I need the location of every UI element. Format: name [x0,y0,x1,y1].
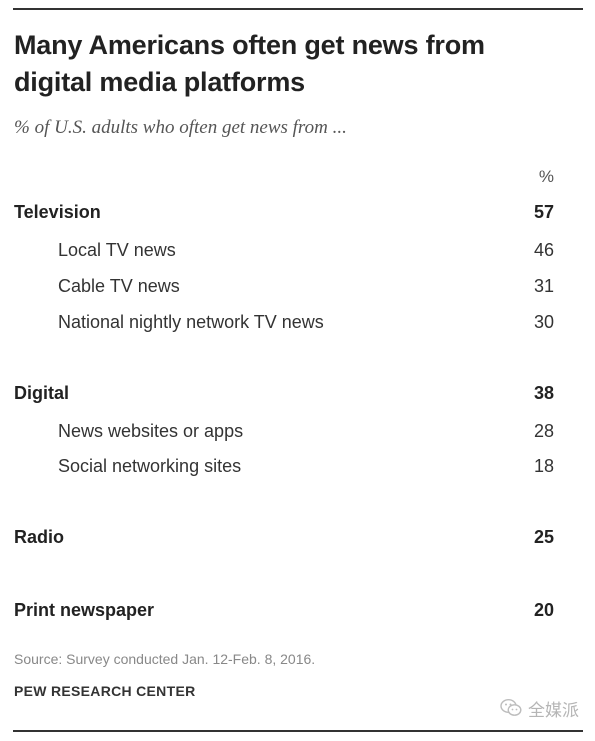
title-line-1: Many Americans often get news from [14,30,485,60]
row-value: 30 [533,312,554,332]
table-row: Local TV news 46 [0,237,595,263]
percent-column-header: % [538,167,554,186]
row-value: 31 [533,276,554,296]
row-label: Radio [14,527,65,547]
table-row: Digital 38 [0,380,595,406]
table-row: Print newspaper 20 [0,597,595,623]
watermark: 全媒派 [500,696,579,720]
table-row: Radio 25 [0,524,595,550]
row-label: Digital [14,383,70,403]
row-label: News websites or apps [58,421,244,441]
source-note: Source: Survey conducted Jan. 12-Feb. 8,… [14,651,316,667]
row-value: 28 [533,421,554,441]
top-rule [13,8,583,10]
row-label: Television [14,202,101,222]
table-row: Cable TV news 31 [0,273,595,299]
row-label: Cable TV news [58,276,180,296]
row-value: 38 [533,383,554,403]
row-value: 20 [533,600,554,620]
title-line-2: digital media platforms [14,67,305,97]
row-label: Local TV news [58,240,176,260]
row-label: Print newspaper [14,600,155,620]
wechat-icon [500,698,522,718]
bottom-rule [13,730,583,732]
row-value: 25 [533,527,554,547]
table-row: News websites or apps 28 [0,418,595,444]
row-label: National nightly network TV news [58,312,324,332]
row-value: 57 [533,202,554,222]
table-row: National nightly network TV news 30 [0,309,595,335]
table-row: Social networking sites 18 [0,453,595,479]
chart-title: Many Americans often get news from digit… [14,27,579,101]
row-label: Social networking sites [58,456,242,476]
organization-credit: PEW RESEARCH CENTER [14,683,196,699]
chart-subtitle: % of U.S. adults who often get news from… [14,117,347,138]
watermark-text: 全媒派 [528,700,579,720]
row-value: 46 [533,240,554,260]
row-value: 18 [533,456,554,476]
table-row: Television 57 [0,199,595,225]
